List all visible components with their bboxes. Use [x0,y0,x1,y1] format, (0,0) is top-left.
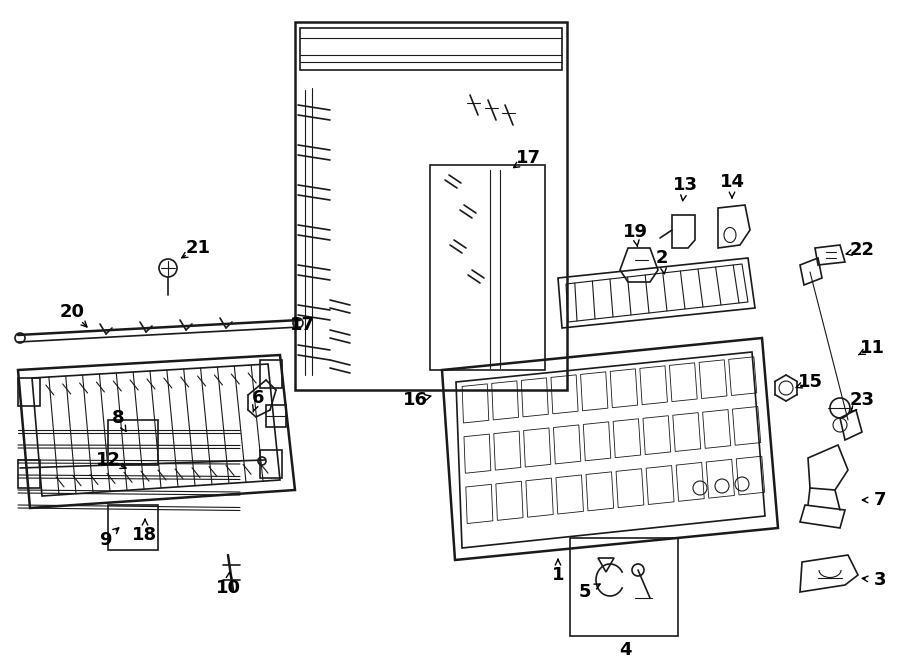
Text: 5: 5 [579,583,591,601]
Text: 23: 23 [850,391,875,409]
Bar [18,378,40,406]
Text: 2: 2 [656,249,668,267]
Bar [260,360,282,388]
Bar [260,450,282,478]
Text: 19: 19 [623,223,647,241]
Text: 10: 10 [215,579,240,597]
Text: 14: 14 [719,173,744,191]
Text: 17: 17 [516,149,541,167]
Bar [18,460,40,488]
Text: 6: 6 [252,389,265,407]
Text: 17: 17 [290,316,314,334]
Text: 21: 21 [185,239,211,257]
Text: 18: 18 [132,526,157,544]
Text: 13: 13 [672,176,698,194]
Bar [108,420,158,465]
Text: 22: 22 [850,241,875,259]
Text: 20: 20 [59,303,85,321]
Text: 3: 3 [874,571,886,589]
Bar [430,165,545,370]
Text: 16: 16 [402,391,428,409]
Text: 11: 11 [860,339,885,357]
Bar [295,22,567,390]
Text: 9: 9 [99,531,112,549]
Bar [570,538,678,636]
Bar [266,405,286,427]
Text: 4: 4 [619,641,631,659]
Text: 15: 15 [797,373,823,391]
Text: 8: 8 [112,409,124,427]
Text: 1: 1 [552,566,564,584]
Bar [108,505,158,550]
Text: 12: 12 [95,451,121,469]
Text: 7: 7 [874,491,886,509]
